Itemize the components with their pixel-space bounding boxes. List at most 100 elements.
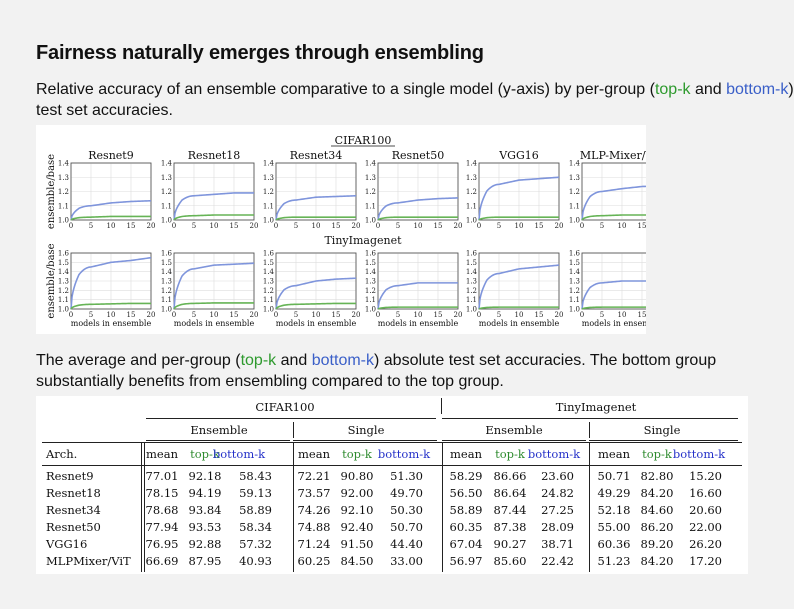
x-tick-label: 20 [147,311,156,319]
table-rule [293,422,294,438]
x-tick-label: 0 [580,311,584,319]
x-axis-label: models in ensemble [276,319,357,328]
bottomk-label: bottom-k [311,352,374,369]
x-tick-label: 10 [515,311,524,319]
table-rule [141,442,142,572]
topk-series-line [377,216,458,221]
table-cell: 40.93 [239,554,272,568]
topk-series-line [377,306,458,310]
y-tick-label: 1.3 [161,174,172,182]
x-tick-label: 20 [555,222,564,230]
y-tick-label: 1.2 [263,287,274,295]
y-tick-label: 1.0 [161,306,172,314]
y-tick-label: 1.5 [569,259,580,267]
table-cell: 24.82 [541,486,574,500]
topk-label: top-k [240,352,277,369]
table-cell: 49.70 [390,486,423,500]
bottomk-series-line [377,282,458,310]
table-cell: 58.43 [239,469,272,483]
page-title: Fairness naturally emerges through ensem… [36,42,484,64]
y-tick-label: 1.3 [58,174,69,182]
table-cell: 60.35 [449,520,483,534]
y-tick-label: 1.0 [58,306,69,314]
table-rule [146,418,436,419]
x-axis-label: models in ensemble [174,319,255,328]
x-tick-label: 15 [127,222,136,230]
x-tick-label: 15 [434,222,443,230]
y-tick-label: 1.4 [263,268,275,276]
table-rule [293,442,294,572]
topk-series-line [275,302,356,310]
x-tick-label: 5 [497,222,501,230]
y-tick-label: 1.2 [365,287,376,295]
table-row-arch: Resnet34 [46,503,101,517]
x-tick-label: 10 [312,222,321,230]
plot-frame [478,252,560,310]
y-tick-label: 1.2 [569,287,580,295]
table-cell: 74.26 [297,503,331,517]
table-cell: 78.68 [145,503,179,517]
x-tick-label: 5 [89,311,93,319]
table-cell: 22.00 [689,520,722,534]
caption-text: and [690,81,727,98]
x-tick-label: 0 [477,311,481,319]
y-tick-label: 1.0 [569,217,580,225]
table-cell: 92.10 [340,503,374,517]
table-row-arch: VGG16 [46,537,88,551]
table-row-arch: Resnet9 [46,469,94,483]
y-tick-label: 1.1 [569,202,580,210]
y-tick-label: 1.3 [365,174,376,182]
table-col-header: bottom-k [527,447,581,461]
x-tick-label: 5 [294,222,298,230]
y-tick-label: 1.0 [365,306,376,314]
x-tick-label: 5 [89,222,93,230]
x-tick-label: 20 [250,311,259,319]
table-cell: 82.80 [640,469,674,483]
figure-row-title: TinyImagenet [324,234,402,247]
bottomk-series-line [70,256,152,310]
bottomk-series-line [173,192,254,221]
table-cell: 87.38 [493,520,527,534]
y-tick-label: 1.3 [569,174,580,182]
x-tick-label: 0 [172,222,176,230]
y-tick-label: 1.1 [569,296,580,304]
x-axis-label: models in ensemble [71,319,152,328]
y-tick-label: 1.0 [466,217,477,225]
x-tick-label: 20 [352,222,361,230]
ensemble-plots: CIFAR100 TinyImagenet ensemble/base ensembl… [46,134,666,328]
x-tick-label: 15 [332,222,341,230]
x-axis-label: models in ensemble [582,319,646,328]
y-tick-label: 1.2 [161,287,172,295]
caption-text: The average and per-group ( [36,352,241,369]
panel-title: Resnet18 [188,149,240,162]
table-rule [441,398,442,414]
table-cell: 56.97 [449,554,483,568]
panel-title: Resnet50 [392,149,444,162]
y-tick-label: 1.1 [365,202,376,210]
topk-series-line [173,302,254,310]
x-tick-label: 20 [250,222,259,230]
table-row-arch: Resnet50 [46,520,101,534]
x-tick-label: 15 [230,222,239,230]
x-tick-label: 10 [312,311,321,319]
x-tick-label: 0 [376,311,380,319]
y-tick-label: 1.4 [365,268,377,276]
table-cell: 33.00 [390,554,423,568]
x-tick-label: 10 [210,222,219,230]
table-cell: 84.50 [340,554,374,568]
x-tick-label: 5 [497,311,501,319]
table-cell: 90.27 [493,537,527,551]
x-tick-label: 20 [454,311,463,319]
x-tick-label: 0 [172,311,176,319]
panel-title: Resnet9 [88,149,133,162]
plot-frame [478,162,560,221]
table-col-header: bottom-k [212,447,266,461]
table-cell: 58.89 [239,503,272,517]
x-tick-label: 10 [618,311,627,319]
results-table: CIFAR100 TinyImagenet Ensemble Single Ensemb… [36,396,748,574]
y-tick-label: 1.3 [466,174,477,182]
table-cell: 58.89 [449,503,483,517]
table-cell: 50.70 [390,520,423,534]
x-tick-label: 5 [396,222,400,230]
table-cell: 51.30 [390,469,423,483]
